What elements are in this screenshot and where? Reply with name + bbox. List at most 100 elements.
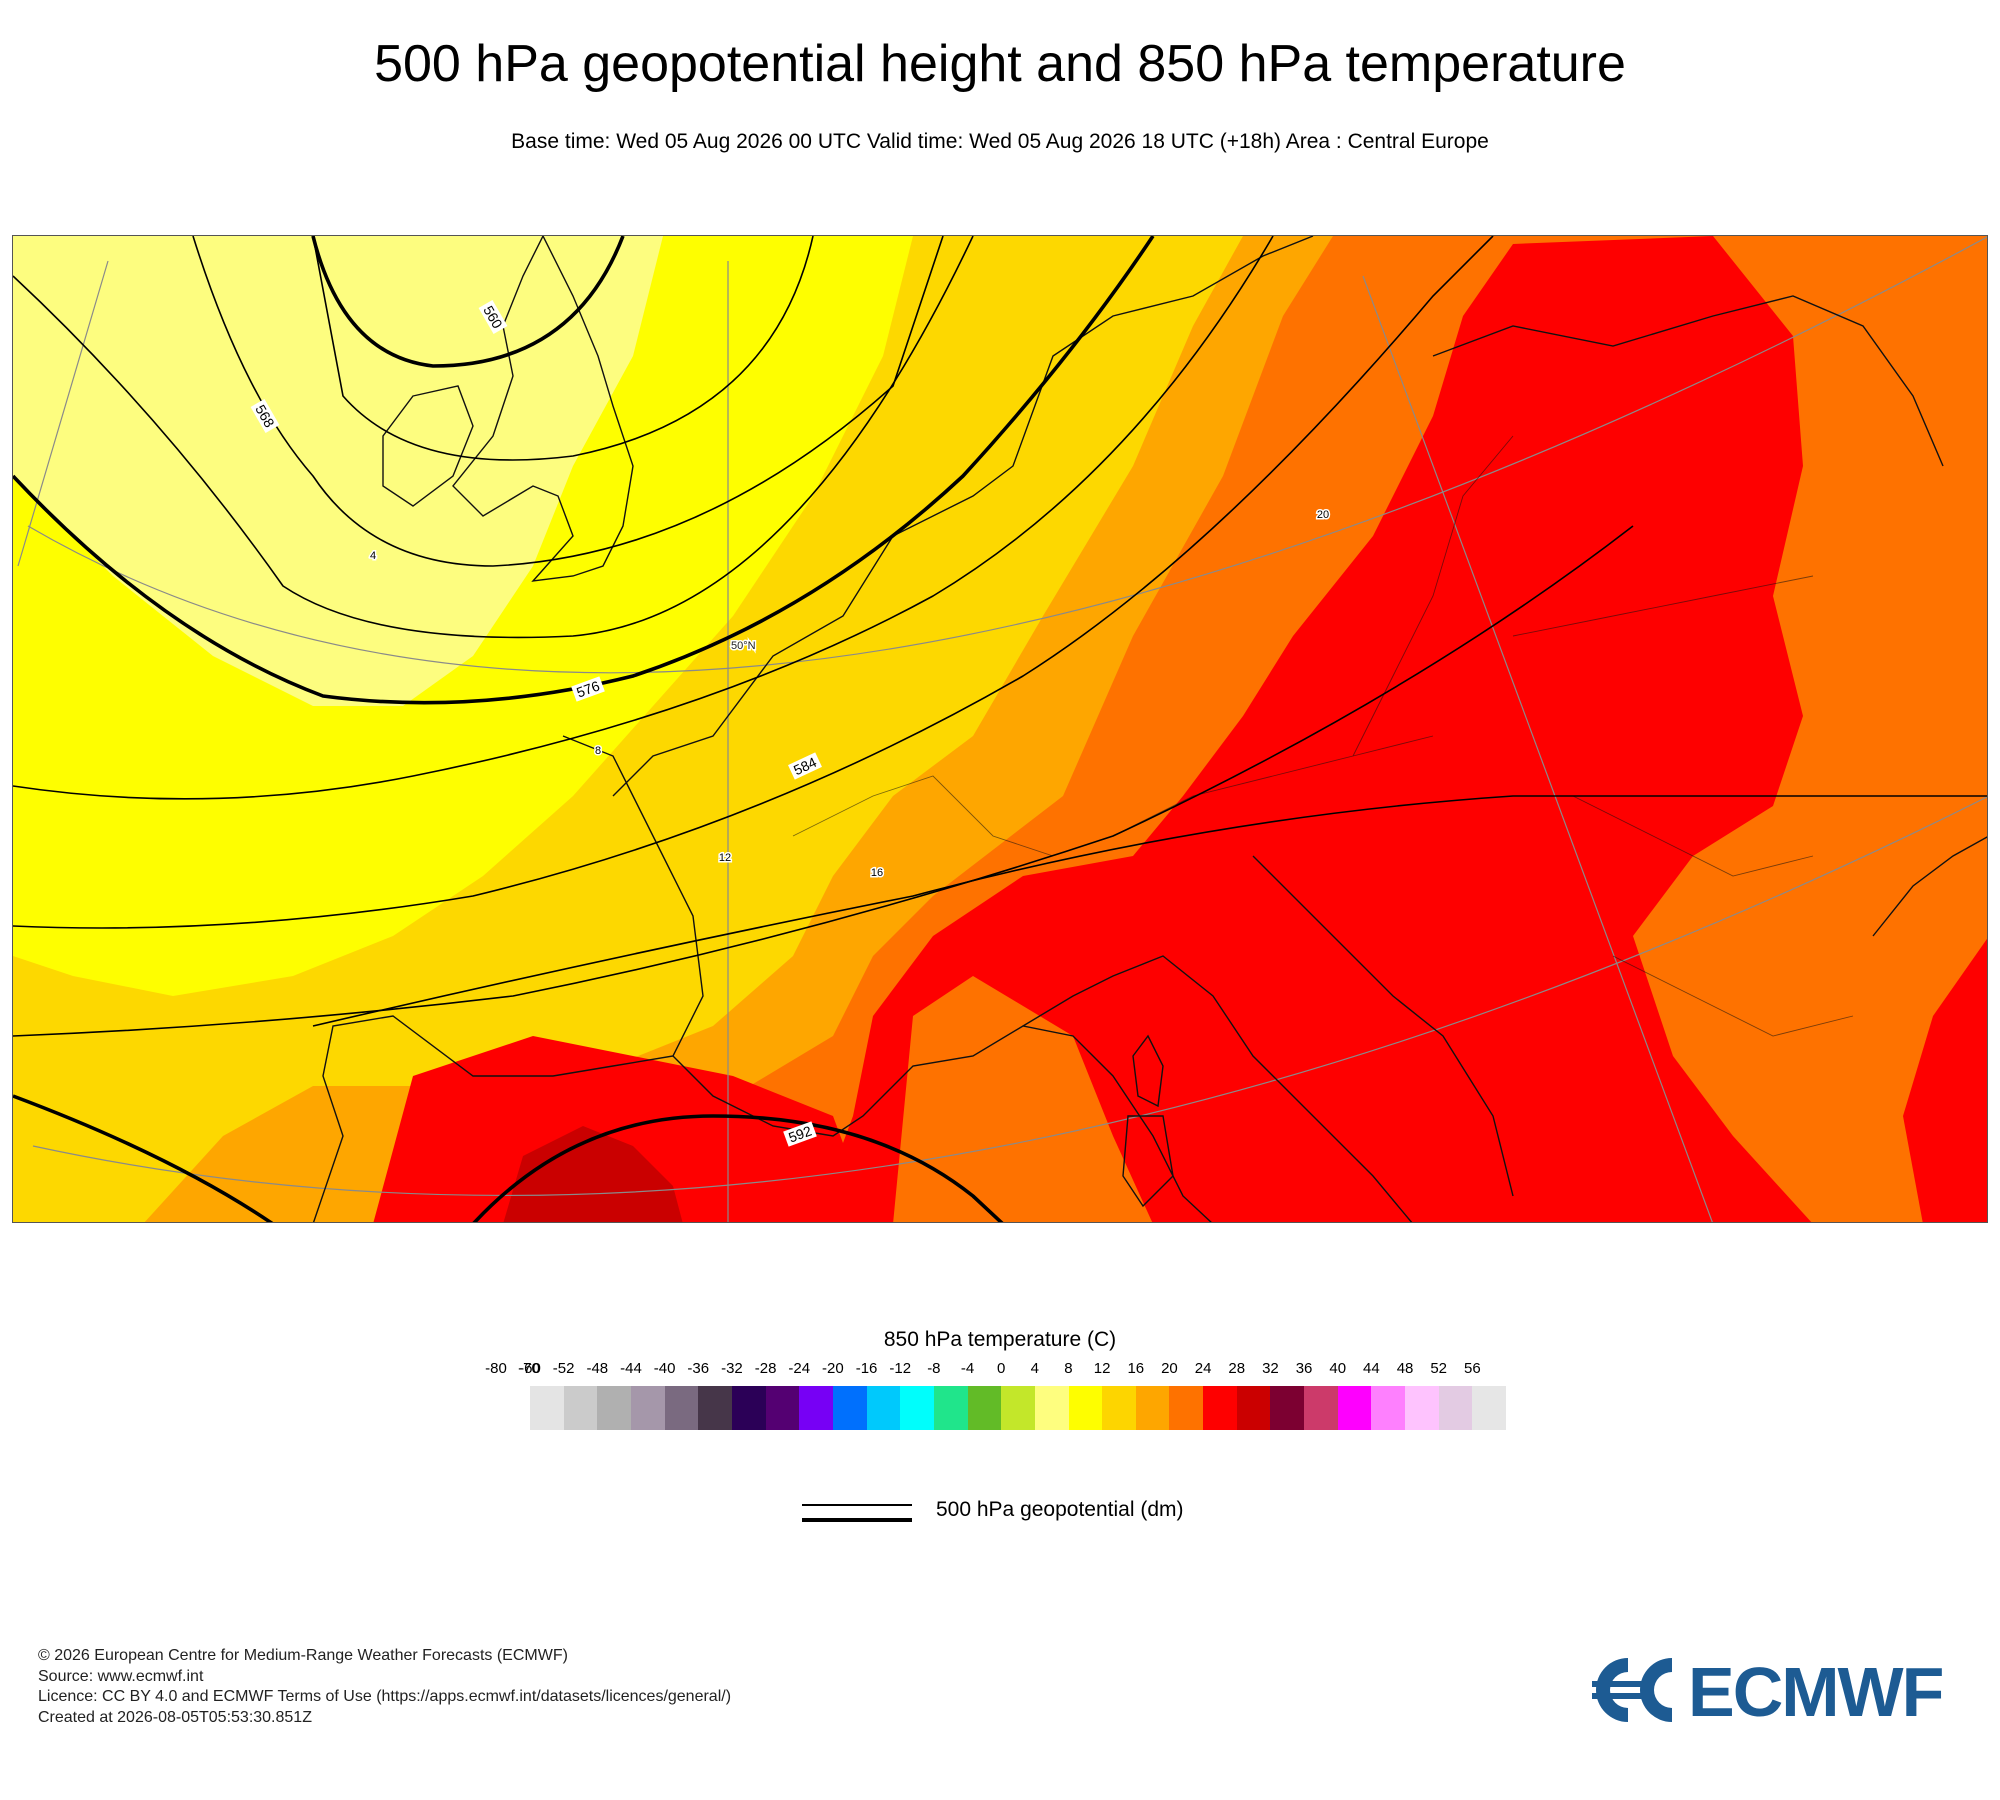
- colorbar-swatch: [731, 1386, 766, 1430]
- country-borders: [792, 435, 1854, 1037]
- temp-band-24-28-east: [1903, 938, 1987, 1222]
- colorbar-swatch: [933, 1386, 968, 1430]
- footer-copyright: © 2026 European Centre for Medium-Range …: [38, 1647, 568, 1664]
- svg-text:592: 592: [786, 1122, 814, 1145]
- svg-text:20: 20: [1317, 509, 1329, 521]
- colorbar-tick-label: 0: [997, 1360, 1006, 1377]
- colorbar-title: 850 hPa temperature (C): [883, 1328, 1117, 1351]
- grid-line-lon-1: [17, 260, 109, 567]
- geopotential-contour-572: [13, 236, 974, 639]
- colorbar-tick-label: 44: [1363, 1360, 1380, 1377]
- colorbar-tick-label: -60: [519, 1360, 541, 1377]
- geopotential-contour-588: [13, 525, 1634, 1037]
- contour-label-576: 576: [571, 676, 605, 702]
- colorbar-swatch: [1371, 1386, 1406, 1430]
- contour-label-584: 584: [788, 752, 822, 780]
- colorbar-tick-label: -36: [687, 1360, 710, 1377]
- colorbar-swatch: [1304, 1386, 1338, 1430]
- colorbar-tick-label: -52: [552, 1360, 575, 1377]
- geopotential-legend: 500 hPa geopotential (dm): [800, 1496, 1240, 1536]
- colorbar-ticks: -80 -70 -60 -52 -48 -44 -40 -36 -32 -28 -24 -20 -16-…: [485, 1360, 1506, 1382]
- geopotential-contour-592: [472, 1114, 1004, 1222]
- geopotential-legend-bold-line: [802, 1518, 912, 1522]
- colorbar-tick-label: -16: [855, 1360, 878, 1377]
- coastline-black-sea: [1872, 836, 1987, 937]
- colorbar-tick-label: 12: [1093, 1360, 1111, 1377]
- temp-band-24-28: [813, 236, 1812, 1222]
- colorbar-tick-label: -24: [788, 1360, 811, 1377]
- colorbar-swatch: [1068, 1386, 1103, 1430]
- colorbar-swatch: [563, 1386, 598, 1430]
- colorbar-tick-label: -8: [927, 1360, 941, 1377]
- geopotential-contour-590: [312, 795, 1987, 1027]
- colorbar-swatch: [866, 1386, 901, 1430]
- coastline-continent: [612, 236, 1314, 797]
- geopotential-contour-592-south: [13, 1094, 274, 1222]
- coastline-british-isles: [452, 236, 634, 582]
- colorbar-tick-label: 8: [1064, 1360, 1073, 1377]
- colorbar-tick-label: 40: [1329, 1360, 1347, 1377]
- isotherm-label-12: 12: [717, 851, 732, 866]
- svg-text:12: 12: [719, 852, 731, 864]
- geopotential-contour-560: [311, 236, 625, 368]
- colorbar-tick-label: -44: [620, 1360, 642, 1377]
- footer-created: Created at 2026-08-05T05:53:30.851Z: [38, 1708, 312, 1726]
- colorbar-tick-label: 28: [1228, 1360, 1246, 1377]
- geopotential-contour-580: [13, 236, 1274, 800]
- footer-source: Source: www.ecmwf.int: [38, 1667, 204, 1685]
- geopotential-legend-label: 500 hPa geopotential (dm): [936, 1498, 1184, 1521]
- colorbar-swatch: [1236, 1386, 1271, 1430]
- ecmwf-logo-icon: [1592, 1658, 1672, 1722]
- chart-subtitle: Base time: Wed 05 Aug 2026 00 UTC Valid …: [511, 130, 1489, 153]
- grid-line-lat-south: [32, 796, 1987, 1197]
- footer-licence: Licence: CC BY 4.0 and ECMWF Terms of Us…: [38, 1688, 732, 1705]
- isotherm-label-4: 4: [368, 549, 377, 564]
- colorbar-tick-label: -12: [889, 1360, 912, 1377]
- geopotential-contour-568: [192, 236, 944, 567]
- svg-text:16: 16: [871, 867, 883, 879]
- island-corsica: [1132, 1034, 1164, 1108]
- colorbar-tick-label: 16: [1127, 1360, 1145, 1377]
- colorbar-swatch: [664, 1386, 699, 1430]
- colorbar-tick-label: -28: [754, 1360, 777, 1377]
- coastline-baltic: [1432, 295, 1944, 467]
- forecast-map: 560 568 576 584 592 4 8 12 16: [12, 235, 1988, 1223]
- colorbar-swatch: [799, 1386, 833, 1430]
- isotherm-label-8: 8: [593, 744, 602, 759]
- colorbar-swatch: [1102, 1386, 1136, 1430]
- isotherm-label-20: 20: [1315, 508, 1330, 523]
- colorbar-tick-label: -20: [822, 1360, 844, 1377]
- colorbar-swatch: [765, 1386, 800, 1430]
- coastline-mediterranean: [672, 1025, 1212, 1222]
- grid-line-lat: [27, 236, 1987, 674]
- colorbar-swatch: [967, 1386, 1002, 1430]
- colorbar-tick-label: 24: [1194, 1360, 1212, 1377]
- colorbar-tick-label: -80: [485, 1360, 507, 1377]
- colorbar-swatch: [1270, 1386, 1305, 1430]
- contour-label-592: 592: [783, 1121, 817, 1147]
- colorbar-tick-label: 4: [1030, 1360, 1039, 1377]
- geopotential-contour-584: [13, 236, 1494, 929]
- geopotential-contour-564: [312, 236, 814, 461]
- geopotential-legend-thin-line: [802, 1504, 912, 1506]
- coastline-france-west: [312, 735, 704, 1222]
- colorbar-tick-label: 36: [1295, 1360, 1313, 1377]
- svg-text:8: 8: [595, 745, 601, 757]
- svg-text:50°N: 50°N: [731, 640, 756, 652]
- colorbar-swatch: [1405, 1386, 1439, 1430]
- island-sardinia: [1122, 1115, 1174, 1208]
- svg-text:4: 4: [370, 550, 376, 562]
- isotherm-label-16: 16: [869, 866, 884, 881]
- colorbar: [530, 1386, 1507, 1430]
- ecmwf-logo-text: ECMWF: [1688, 1653, 1944, 1731]
- colorbar-tick-label: 56: [1464, 1360, 1481, 1377]
- colorbar-swatch: [1337, 1386, 1372, 1430]
- colorbar-swatch: [530, 1386, 564, 1430]
- colorbar-tick-label: -48: [586, 1360, 609, 1377]
- colorbar-swatch: [1203, 1386, 1237, 1430]
- colorbar-tick-label: 52: [1430, 1360, 1448, 1377]
- grid-label-50n: 50°N: [730, 639, 758, 654]
- temp-band-4-8: [13, 236, 663, 706]
- temp-band-28-32: [503, 1126, 683, 1222]
- coastline-ireland: [382, 385, 474, 507]
